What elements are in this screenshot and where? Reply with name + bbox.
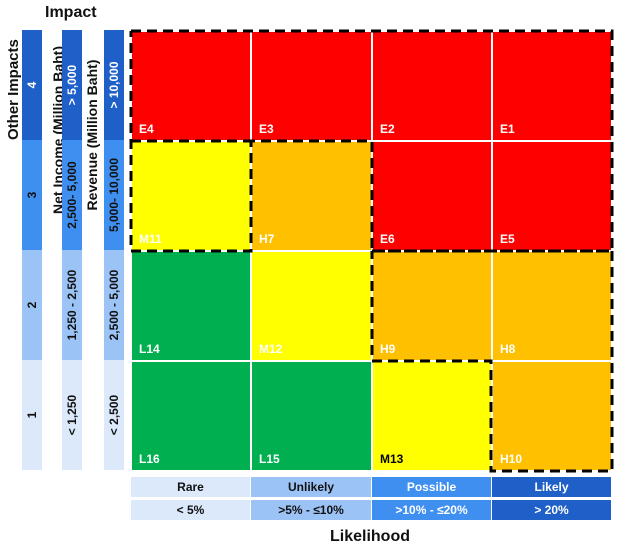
risk-cell: E4 xyxy=(131,31,251,141)
risk-cell: E5 xyxy=(492,141,612,251)
risk-code: L14 xyxy=(139,342,160,356)
likelihood-range-label: > 20% xyxy=(534,503,569,517)
risk-code: E6 xyxy=(380,232,395,246)
risk-cell: E3 xyxy=(251,31,372,141)
likelihood-level: Possible xyxy=(372,477,492,497)
risk-code: E2 xyxy=(380,122,395,136)
risk-code: M12 xyxy=(259,342,283,356)
net-income-level: 1,250 - 2,500 xyxy=(62,250,82,360)
likelihood-range: > 20% xyxy=(492,500,612,520)
likelihood-level-label: Unlikely xyxy=(287,480,335,494)
risk-code: E3 xyxy=(259,122,274,136)
risk-cell: H10 xyxy=(492,361,612,471)
risk-code: E4 xyxy=(139,122,154,136)
likelihood-range: >10% - ≤20% xyxy=(372,500,492,520)
net-income-level: < 1,250 xyxy=(62,360,82,470)
risk-code: H10 xyxy=(500,452,523,466)
other-impacts-scale: 4 3 2 1 xyxy=(22,30,42,470)
likelihood-range-label: >5% - ≤10% xyxy=(278,503,344,517)
net-income-level: 2,500- 5,000 xyxy=(62,140,82,250)
revenue-level: > 10,000 xyxy=(104,30,124,140)
risk-code: E5 xyxy=(500,232,515,246)
net-income-level: > 5,000 xyxy=(62,30,82,140)
risk-cell: M12 xyxy=(251,251,372,361)
risk-code: H9 xyxy=(380,342,396,356)
other-impacts-level: 3 xyxy=(22,140,42,250)
revenue-scale: > 10,000 5,000- 10,000 2,500 - 5,000 < 2… xyxy=(104,30,124,470)
extreme-zone-outline xyxy=(129,29,614,253)
likelihood-level: Likely xyxy=(492,477,612,497)
risk-cell: E6 xyxy=(372,141,492,251)
likelihood-range-label: < 5% xyxy=(176,503,205,517)
likelihood-range-label: >10% - ≤20% xyxy=(395,503,468,517)
other-impacts-level: 1 xyxy=(22,360,42,470)
likelihood-level-label: Likely xyxy=(534,480,569,494)
risk-cell: L14 xyxy=(131,251,251,361)
other-impacts-level: 2 xyxy=(22,250,42,360)
likelihood-range: >5% - ≤10% xyxy=(251,500,372,520)
risk-code: H7 xyxy=(259,232,275,246)
risk-cell: L16 xyxy=(131,361,251,471)
risk-cell: L15 xyxy=(251,361,372,471)
risk-code: L15 xyxy=(259,452,280,466)
risk-code: L16 xyxy=(139,452,160,466)
risk-cell: E2 xyxy=(372,31,492,141)
likelihood-level: Rare xyxy=(131,477,251,497)
risk-code: M13 xyxy=(380,452,404,466)
likelihood-ranges-row: < 5% >5% - ≤10% >10% - ≤20% > 20% xyxy=(131,500,612,520)
risk-code: E1 xyxy=(500,122,515,136)
risk-code: H8 xyxy=(500,342,516,356)
revenue-level: < 2,500 xyxy=(104,360,124,470)
likelihood-level-label: Rare xyxy=(177,480,204,494)
risk-cell: M11 xyxy=(131,141,251,251)
likelihood-title: Likelihood xyxy=(330,528,410,545)
risk-code: M11 xyxy=(139,232,162,246)
revenue-level: 2,500 - 5,000 xyxy=(104,250,124,360)
likelihood-level-label: Possible xyxy=(406,480,457,494)
revenue-level: 5,000- 10,000 xyxy=(104,140,124,250)
risk-cell: H7 xyxy=(251,141,372,251)
likelihood-range: < 5% xyxy=(131,500,251,520)
risk-matrix: E4 E3 E2 E1 M11 H7 E6 E5 L14 M12 H9 H8 L16 L15 M13 H10 xyxy=(131,31,612,471)
likelihood-level: Unlikely xyxy=(251,477,372,497)
net-income-scale: > 5,000 2,500- 5,000 1,250 - 2,500 < 1,2… xyxy=(62,30,82,470)
risk-cell: M13 xyxy=(372,361,492,471)
risk-cell: H8 xyxy=(492,251,612,361)
impact-title: Impact xyxy=(45,4,97,21)
other-impacts-level: 4 xyxy=(22,30,42,140)
likelihood-levels-row: Rare Unlikely Possible Likely xyxy=(131,477,612,497)
